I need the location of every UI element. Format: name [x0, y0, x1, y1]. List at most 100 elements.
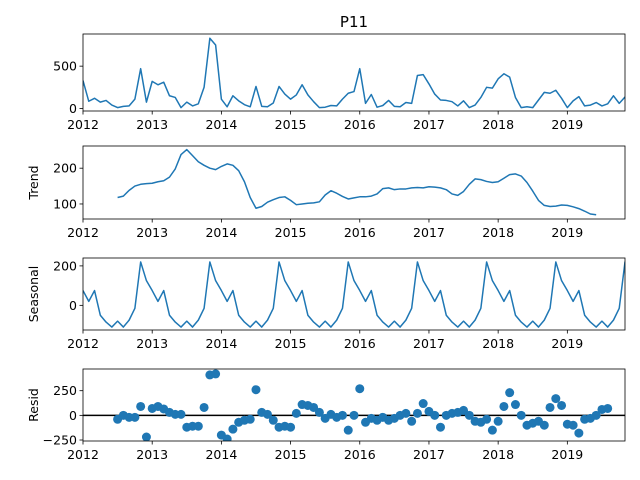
observed-axes-frame: [82, 33, 626, 112]
resid-axes-frame: [82, 368, 626, 442]
x-tick-label: 2016: [344, 447, 376, 462]
resid-point: [141, 432, 151, 441]
seasonal-axis-label: Seasonal: [26, 266, 41, 323]
x-tick-label: 2013: [136, 225, 168, 240]
resid-point: [193, 421, 203, 431]
resid-point: [539, 420, 549, 430]
resid-point: [430, 410, 440, 420]
resid-point: [412, 408, 422, 418]
observed-series-line: [83, 37, 625, 109]
seasonal-series-line: [83, 261, 625, 328]
x-tick-label: 2013: [136, 336, 168, 351]
y-tick-label: 0: [69, 298, 77, 313]
y-tick-label: 0: [69, 408, 77, 423]
x-tick-label: 2015: [275, 336, 307, 351]
x-tick-label: 2019: [551, 447, 583, 462]
resid-point: [591, 410, 601, 420]
x-tick-label: 2013: [136, 117, 168, 132]
resid-point: [557, 400, 567, 410]
resid-point: [314, 407, 324, 417]
resid-point: [251, 385, 261, 395]
x-tick-label: 2016: [344, 336, 376, 351]
x-tick-label: 2017: [413, 225, 445, 240]
y-tick-label: 0: [69, 101, 77, 116]
resid-point: [505, 388, 515, 398]
resid-point: [211, 369, 221, 379]
resid-point: [199, 402, 209, 412]
y-tick-label: −250: [43, 433, 77, 448]
panel-seasonal: 0 200 2012 2013 2014 2015 2016 2017 2018 2019 Seas…: [26, 257, 626, 351]
resid-point: [464, 410, 474, 420]
y-tick-label: 250: [53, 383, 77, 398]
resid-point: [349, 410, 359, 420]
resid-point: [545, 402, 555, 412]
resid-point: [499, 401, 509, 411]
panel-trend: 100 200 2012 2013 2014 2015 2016 2017 2018 2019 Tr…: [26, 145, 626, 240]
panel-resid: −250 0 250 2012 2013 2014 2015 2016 2017 2018 2019…: [26, 368, 626, 462]
x-tick-label: 2013: [136, 447, 168, 462]
x-tick-label: 2019: [551, 336, 583, 351]
x-tick-label: 2017: [413, 336, 445, 351]
seasonal-axes-frame: [82, 257, 626, 331]
y-tick-label: 200: [53, 161, 77, 176]
resid-point: [551, 394, 561, 404]
x-tick-label: 2015: [275, 117, 307, 132]
resid-point: [510, 400, 520, 410]
resid-point: [487, 425, 497, 435]
resid-point: [568, 420, 578, 430]
x-tick-label: 2012: [67, 447, 99, 462]
resid-axis-label: Resid: [26, 388, 41, 422]
resid-point: [176, 409, 186, 419]
resid-point: [291, 408, 301, 418]
x-tick-label: 2012: [67, 336, 99, 351]
resid-point: [136, 401, 146, 411]
x-tick-label: 2015: [275, 225, 307, 240]
x-tick-label: 2017: [413, 447, 445, 462]
y-tick-label: 100: [53, 196, 77, 211]
x-tick-label: 2018: [482, 447, 514, 462]
resid-point: [286, 422, 296, 432]
resid-point: [418, 399, 428, 409]
resid-point: [263, 409, 273, 419]
resid-point: [482, 414, 492, 424]
x-tick-label: 2012: [67, 117, 99, 132]
resid-point: [130, 412, 140, 422]
resid-point: [574, 428, 584, 438]
resid-point: [222, 434, 232, 441]
x-tick-label: 2017: [413, 117, 445, 132]
x-tick-label: 2015: [275, 447, 307, 462]
x-tick-label: 2012: [67, 225, 99, 240]
y-tick-label: 200: [53, 258, 77, 273]
trend-axes-frame: [82, 145, 626, 220]
x-tick-label: 2014: [205, 225, 237, 240]
resid-point: [407, 416, 417, 426]
resid-point: [228, 424, 238, 434]
x-tick-label: 2014: [205, 336, 237, 351]
x-tick-label: 2019: [551, 225, 583, 240]
trend-series-line: [117, 148, 597, 216]
x-tick-label: 2016: [344, 225, 376, 240]
resid-point: [268, 415, 278, 425]
resid-point: [493, 416, 503, 426]
trend-axis-label: Trend: [26, 165, 41, 200]
x-tick-label: 2016: [344, 117, 376, 132]
x-tick-label: 2014: [205, 447, 237, 462]
resid-point: [355, 384, 365, 394]
x-tick-label: 2018: [482, 117, 514, 132]
x-tick-label: 2018: [482, 336, 514, 351]
x-tick-label: 2018: [482, 225, 514, 240]
resid-point: [603, 403, 613, 413]
x-tick-label: 2014: [205, 117, 237, 132]
panel-observed: 0 500 2012 2013 2014 2015 2016 2017 2018 2019: [53, 33, 626, 132]
resid-point: [343, 425, 353, 435]
resid-point: [435, 422, 445, 432]
chart-title: P11: [340, 13, 368, 31]
resid-point: [337, 410, 347, 420]
resid-point: [245, 414, 255, 424]
resid-point: [401, 408, 411, 418]
y-tick-label: 500: [53, 59, 77, 74]
x-tick-label: 2019: [551, 117, 583, 132]
resid-point: [516, 410, 526, 420]
